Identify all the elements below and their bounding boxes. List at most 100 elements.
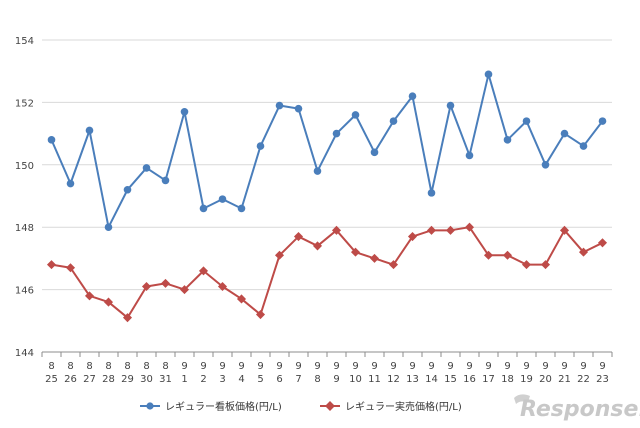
axes: 1441461481501521548258268278288298308319…	[15, 36, 613, 385]
x-tick-label-month: 9	[257, 361, 263, 372]
data-point[interactable]	[579, 142, 588, 150]
x-tick-label-month: 9	[523, 361, 529, 372]
data-point[interactable]	[369, 253, 380, 263]
data-point[interactable]	[198, 266, 209, 276]
data-point[interactable]	[540, 260, 551, 270]
data-point[interactable]	[408, 92, 417, 100]
x-tick-label-month: 9	[295, 361, 301, 372]
x-tick-label-day: 25	[45, 374, 58, 385]
data-point[interactable]	[122, 313, 133, 323]
x-tick-label-day: 6	[276, 374, 282, 385]
series	[46, 70, 608, 323]
data-point[interactable]	[179, 285, 190, 295]
data-point[interactable]	[123, 185, 132, 194]
data-point[interactable]	[103, 297, 114, 307]
x-tick-label-day: 22	[577, 374, 590, 385]
data-point[interactable]	[370, 148, 379, 157]
x-tick-label-month: 9	[276, 361, 282, 372]
y-tick-label: 144	[15, 348, 34, 359]
data-point[interactable]	[85, 126, 94, 135]
data-point[interactable]	[541, 161, 550, 169]
x-tick-label-day: 19	[520, 374, 533, 385]
data-point[interactable]	[84, 291, 95, 301]
data-point[interactable]	[141, 281, 152, 292]
data-point[interactable]	[66, 179, 75, 188]
series-line	[51, 226, 603, 319]
x-tick-label-day: 14	[425, 374, 438, 385]
x-tick-label-day: 26	[64, 374, 77, 385]
x-tick-label-month: 9	[238, 361, 244, 372]
legend-label-actual-price: レギュラー実売価格(円/L)	[345, 400, 462, 413]
x-tick-label-month: 9	[580, 361, 586, 372]
response-logo: Response.	[514, 394, 640, 422]
x-tick-label-day: 10	[349, 374, 362, 385]
data-point[interactable]	[275, 101, 284, 110]
data-point[interactable]	[351, 111, 360, 119]
data-point[interactable]	[446, 101, 455, 110]
x-tick-label-month: 8	[48, 361, 54, 372]
x-tick-label-month: 9	[599, 361, 605, 372]
response-logo-text: Response.	[520, 397, 640, 422]
data-point[interactable]	[597, 238, 608, 248]
data-point[interactable]	[503, 136, 512, 144]
x-tick-label-month: 9	[409, 361, 415, 372]
data-point[interactable]	[521, 260, 532, 270]
data-point[interactable]	[199, 204, 208, 213]
x-tick-label-month: 9	[428, 361, 434, 372]
data-point[interactable]	[560, 129, 569, 138]
y-tick-label: 150	[15, 161, 34, 172]
x-tick-label-day: 9	[333, 374, 339, 385]
data-point[interactable]	[237, 204, 246, 213]
x-tick-label-month: 9	[200, 361, 206, 372]
data-point[interactable]	[47, 136, 56, 144]
data-point[interactable]	[236, 294, 247, 304]
x-tick-label-day: 7	[295, 374, 301, 385]
x-tick-label-month: 9	[504, 361, 510, 372]
data-point[interactable]	[180, 107, 189, 116]
y-tick-label: 148	[15, 223, 34, 234]
data-point[interactable]	[160, 278, 171, 288]
data-point[interactable]	[389, 117, 398, 125]
data-point[interactable]	[598, 117, 607, 125]
data-point[interactable]	[332, 129, 341, 138]
x-tick-label-day: 5	[257, 374, 263, 385]
data-point[interactable]	[274, 250, 285, 260]
x-tick-label-month: 9	[466, 361, 472, 372]
x-tick-label-day: 27	[83, 374, 96, 385]
data-point[interactable]	[483, 250, 494, 260]
series-line	[50, 73, 604, 229]
legend-swatch-actual-marker	[325, 401, 335, 411]
x-tick-label-day: 23	[596, 374, 609, 385]
data-point[interactable]	[294, 104, 303, 113]
legend-label-signboard-price: レギュラー看板価格(円/L)	[165, 400, 282, 413]
x-tick-label-day: 13	[406, 374, 419, 385]
legend-item-actual-price[interactable]: レギュラー実売価格(円/L)	[320, 400, 462, 413]
x-tick-label-month: 9	[561, 361, 567, 372]
data-point[interactable]	[217, 281, 228, 292]
data-point[interactable]	[522, 117, 531, 125]
data-point[interactable]	[104, 223, 113, 231]
x-tick-label-month: 9	[447, 361, 453, 372]
data-point[interactable]	[256, 142, 265, 150]
data-point[interactable]	[502, 250, 513, 260]
x-tick-label-day: 16	[463, 374, 476, 385]
y-tick-label: 154	[15, 36, 34, 47]
legend-item-signboard-price[interactable]: レギュラー看板価格(円/L)	[140, 400, 282, 413]
data-point[interactable]	[218, 195, 227, 203]
x-tick-label-month: 9	[352, 361, 358, 372]
data-point[interactable]	[161, 176, 170, 185]
x-tick-label-month: 9	[371, 361, 377, 372]
data-point[interactable]	[484, 70, 493, 79]
x-tick-label-day: 15	[444, 374, 457, 385]
data-point[interactable]	[46, 260, 57, 270]
x-tick-label-day: 29	[121, 374, 134, 385]
data-point[interactable]	[465, 151, 474, 160]
data-point[interactable]	[313, 167, 322, 175]
series-signboard-price	[47, 70, 607, 231]
x-tick-label-day: 18	[501, 374, 514, 385]
data-point[interactable]	[427, 189, 436, 197]
data-point[interactable]	[142, 164, 151, 172]
gridlines	[42, 39, 612, 291]
x-tick-label-day: 21	[558, 374, 571, 385]
x-tick-label-day: 1	[181, 374, 187, 385]
